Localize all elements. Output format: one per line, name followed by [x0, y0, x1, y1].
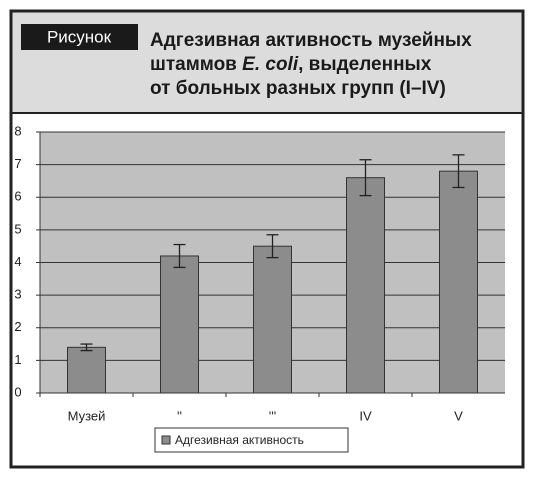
bar [253, 245, 292, 394]
y-tick-label: 3 [14, 287, 21, 302]
y-tick-label: 2 [14, 319, 21, 334]
bar [346, 177, 385, 394]
chart-title: Адгезивная активность музейных штаммов E… [150, 30, 477, 99]
x-tick-label: IV [359, 408, 372, 423]
legend-swatch [161, 435, 171, 445]
title-part: от больных разных групп (I–IV) [150, 78, 446, 99]
x-tick-label: V [454, 408, 463, 423]
title-part: E. coli [242, 54, 299, 75]
y-tick-label: 8 [14, 123, 21, 138]
bar [439, 170, 478, 394]
x-tick-label: Музей [68, 408, 106, 423]
y-tick-label: 7 [14, 156, 21, 171]
legend-box [154, 427, 349, 453]
figure-label: Рисунок [47, 27, 112, 46]
title-part: , выделенных [298, 54, 432, 75]
y-tick-label: 5 [14, 221, 21, 236]
bar [160, 255, 199, 394]
legend-label: Адгезивная активность [175, 433, 304, 447]
title-part: штаммов [150, 54, 242, 75]
label-box [21, 24, 138, 50]
x-tick-label: '' [177, 408, 182, 423]
y-tick-label: 1 [14, 352, 21, 367]
bar [67, 346, 106, 394]
x-tick-label: ''' [269, 408, 276, 423]
y-tick-label: 6 [14, 189, 21, 204]
title-part: Адгезивная активность музейных [150, 30, 472, 51]
y-tick-label: 0 [14, 384, 21, 399]
y-tick-label: 4 [14, 254, 21, 269]
